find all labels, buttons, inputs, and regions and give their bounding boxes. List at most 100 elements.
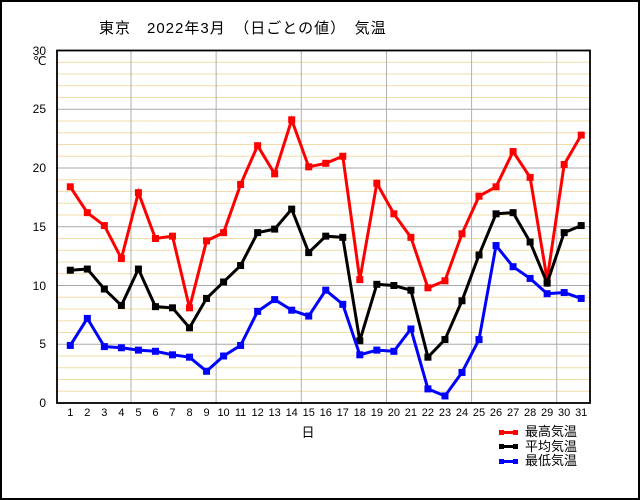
data-point-marker xyxy=(560,289,568,297)
data-point-marker xyxy=(458,230,466,238)
data-point-marker xyxy=(117,254,125,262)
x-tick-label: 14 xyxy=(285,407,298,419)
data-point-marker xyxy=(288,116,296,124)
legend-label: 最低気温 xyxy=(525,453,578,469)
data-point-marker xyxy=(543,279,551,287)
data-point-marker xyxy=(186,353,194,361)
data-point-marker xyxy=(203,294,211,302)
x-tick-label: 21 xyxy=(404,407,418,419)
legend-line-avg-temp-icon xyxy=(499,444,518,450)
data-point-marker xyxy=(117,301,125,309)
legend-item-min-temp: 最低気温 xyxy=(499,454,577,469)
x-tick-label: 18 xyxy=(353,407,366,419)
x-tick-label: 26 xyxy=(489,407,503,419)
data-point-marker xyxy=(100,222,108,230)
data-point-marker xyxy=(254,229,262,237)
data-point-marker xyxy=(373,280,381,288)
data-point-marker xyxy=(577,222,585,230)
x-tick-label: 17 xyxy=(336,407,349,419)
data-point-marker xyxy=(475,336,483,344)
data-point-marker xyxy=(271,170,279,178)
data-point-marker xyxy=(339,233,347,241)
data-point-marker xyxy=(305,249,313,257)
x-tick-label: 23 xyxy=(438,407,452,419)
data-point-marker xyxy=(356,276,364,284)
data-point-marker xyxy=(577,294,585,302)
data-point-marker xyxy=(560,229,568,237)
data-point-marker xyxy=(117,344,125,352)
x-tick-label: 19 xyxy=(370,407,383,419)
data-point-marker xyxy=(373,179,381,187)
data-point-marker xyxy=(237,180,245,188)
data-point-marker xyxy=(220,229,228,237)
data-point-marker xyxy=(66,341,74,349)
x-tick-label: 25 xyxy=(472,407,486,419)
data-point-marker xyxy=(458,368,466,376)
x-tick-label: 11 xyxy=(234,407,247,419)
data-point-marker xyxy=(509,263,517,271)
legend-item-max-temp: 最高気温 xyxy=(499,425,577,440)
data-point-marker xyxy=(424,284,432,292)
legend-marker-icon xyxy=(499,458,504,464)
x-tick-label: 4 xyxy=(118,407,125,419)
x-tick-label: 2 xyxy=(84,407,91,419)
data-point-marker xyxy=(203,367,211,375)
legend-item-avg-temp: 平均気温 xyxy=(499,438,578,455)
legend-label: 平均気温 xyxy=(525,438,578,454)
data-point-marker xyxy=(254,142,262,150)
data-point-marker xyxy=(83,265,91,273)
legend-marker-icon xyxy=(513,444,518,450)
x-tick-label: 10 xyxy=(217,407,230,419)
x-tick-label: 29 xyxy=(541,407,554,419)
x-tick-label: 16 xyxy=(319,407,332,419)
x-tick-label: 15 xyxy=(302,407,315,419)
data-point-marker xyxy=(526,274,534,282)
data-point-marker xyxy=(356,337,364,345)
x-tick-label: 27 xyxy=(506,407,520,419)
x-tick-label: 31 xyxy=(575,407,588,419)
data-point-marker xyxy=(305,312,313,320)
data-point-marker xyxy=(475,251,483,259)
legend-marker-icon xyxy=(513,429,518,435)
x-tick-label: 28 xyxy=(523,407,537,419)
y-tick-label: 30 xyxy=(32,43,46,58)
legend-line-max-temp-icon xyxy=(499,429,518,435)
x-tick-label: 30 xyxy=(558,407,571,419)
chart-title: 東京 2022年3月 （日ごとの値） 気温 xyxy=(99,20,387,37)
legend-line-min-temp-icon xyxy=(499,458,518,464)
y-tick-label: 25 xyxy=(32,102,46,117)
data-point-marker xyxy=(134,189,142,197)
x-tick-label: 12 xyxy=(251,407,264,419)
data-point-marker xyxy=(186,324,194,332)
x-axis-label: 日 xyxy=(301,425,315,440)
data-point-marker xyxy=(441,277,449,285)
data-point-marker xyxy=(151,235,159,242)
x-tick-label: 6 xyxy=(152,407,159,419)
data-point-marker xyxy=(458,297,466,305)
data-point-marker xyxy=(356,351,364,359)
data-point-marker xyxy=(288,306,296,314)
y-tick-label: 0 xyxy=(39,396,46,410)
data-point-marker xyxy=(237,262,245,270)
data-point-marker xyxy=(186,304,194,312)
data-point-marker xyxy=(322,232,330,240)
data-point-marker xyxy=(492,242,500,250)
y-tick-label: 5 xyxy=(39,337,46,352)
data-point-marker xyxy=(203,237,211,245)
data-point-marker xyxy=(322,286,330,294)
series-line-1 xyxy=(70,206,582,361)
x-tick-label: 7 xyxy=(169,407,176,419)
data-point-marker xyxy=(509,148,517,156)
data-point-marker xyxy=(577,131,585,139)
data-point-marker xyxy=(492,183,500,191)
x-tick-label: 13 xyxy=(268,407,281,419)
data-point-marker xyxy=(543,290,551,298)
x-tick-label: 9 xyxy=(203,407,210,419)
data-point-marker xyxy=(220,352,228,360)
data-point-marker xyxy=(407,325,415,333)
x-tick-label: 5 xyxy=(135,407,142,419)
data-point-marker xyxy=(390,282,398,289)
data-point-marker xyxy=(441,336,449,344)
legend: 最高気温 平均気温 最低気温 xyxy=(499,425,577,469)
